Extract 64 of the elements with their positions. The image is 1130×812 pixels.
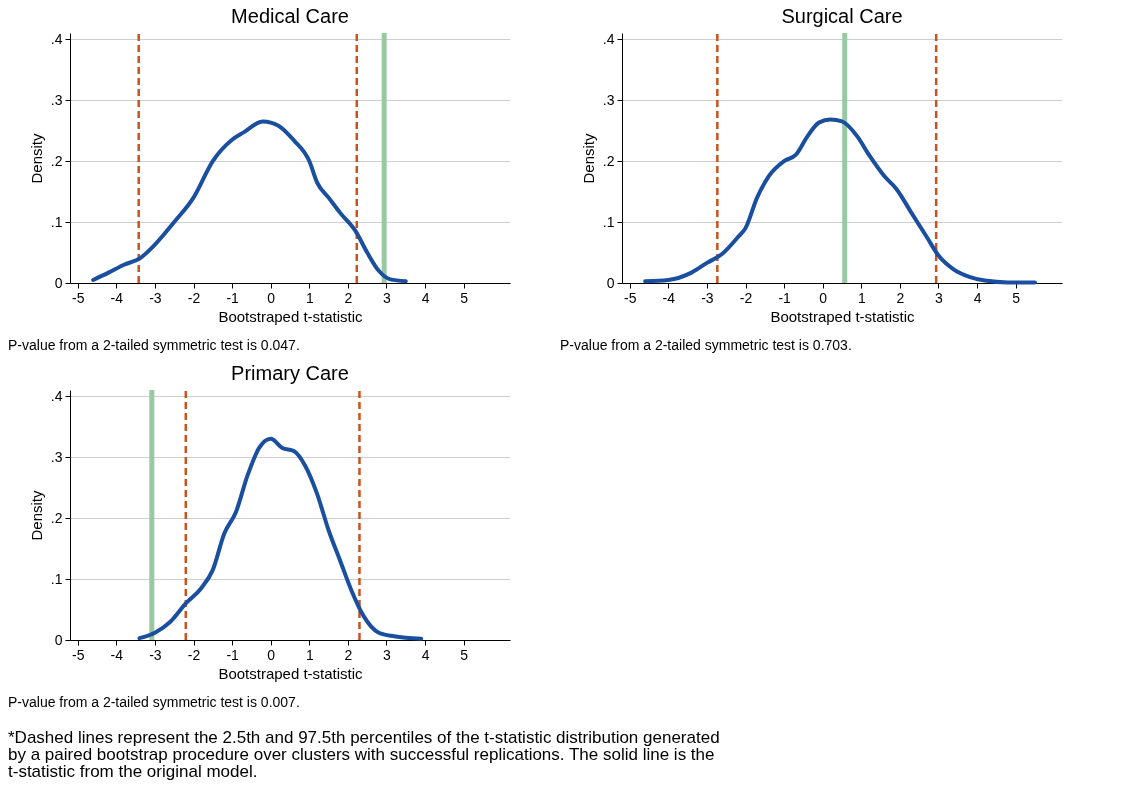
x-axis-title: Bootstraped t-statistic — [770, 307, 916, 325]
y-tick-label: 0 — [606, 274, 615, 291]
x-tick-label: -4 — [662, 289, 676, 306]
y-tick-label: .4 — [50, 387, 63, 404]
x-tick-label: -1 — [778, 289, 792, 306]
x-tick-label: -2 — [187, 289, 201, 306]
line-series — [137, 436, 424, 641]
chart-title: Surgical Care — [781, 4, 903, 27]
text: *Dashed lines represent the 2.5th and 97.5th percentiles of the t-statistic distribution generated by a paired bootstrap procedure over clusters with successful replications. The solid line is the t-statistic from the original model. — [8, 728, 720, 781]
y-tick-label: .3 — [50, 448, 63, 465]
x-tick-label: -1 — [226, 289, 240, 306]
chart-title: Medical Care — [231, 4, 349, 27]
x-axis-title: Bootstraped t-statistic — [218, 664, 364, 682]
x-tick-label: 5 — [460, 289, 469, 306]
x-tick-label: -3 — [149, 289, 162, 306]
x-tick-label: 3 — [383, 289, 392, 306]
x-tick-label: -3 — [701, 289, 714, 306]
y-tick-label: .2 — [602, 152, 615, 169]
x-tick-label: 3 — [935, 289, 944, 306]
x-tick-label: -2 — [187, 646, 201, 663]
y-axis-title: Density — [27, 133, 45, 184]
text: P-value from a 2-tailed symmetric test is 0.007. — [8, 694, 300, 710]
chart-title: Primary Care — [231, 361, 349, 384]
x-tick-label: 1 — [305, 289, 314, 306]
x-tick-label: 1 — [857, 289, 866, 306]
y-axis-title: Density — [27, 490, 45, 541]
y-tick-label: .4 — [50, 30, 63, 47]
x-tick-label: -5 — [71, 646, 85, 663]
y-tick-label: .3 — [602, 91, 615, 108]
x-tick-label: 1 — [305, 646, 314, 663]
y-tick-label: .4 — [602, 30, 615, 47]
x-axis-title: Bootstraped t-statistic — [218, 307, 364, 325]
x-tick-label: 4 — [973, 289, 982, 306]
y-tick-label: .3 — [50, 91, 63, 108]
y-tick-label: .2 — [50, 509, 63, 526]
y-tick-label: .1 — [50, 213, 63, 230]
x-tick-label: -4 — [110, 289, 124, 306]
x-tick-label: -5 — [623, 289, 637, 306]
y-axis-title: Density — [579, 133, 597, 184]
x-tick-label: -2 — [739, 289, 753, 306]
y-tick-label: .1 — [602, 213, 615, 230]
x-tick-label: 4 — [421, 289, 430, 306]
x-tick-label: 2 — [344, 289, 353, 306]
text: P-value from a 2-tailed symmetric test is 0.703. — [560, 337, 852, 353]
x-tick-label: -4 — [110, 646, 124, 663]
x-tick-label: -3 — [149, 646, 162, 663]
x-tick-label: 0 — [819, 289, 828, 306]
x-tick-label: -1 — [226, 646, 240, 663]
line-series — [91, 119, 408, 284]
y-tick-label: .2 — [50, 152, 63, 169]
x-tick-label: 2 — [344, 646, 353, 663]
line-series — [643, 117, 1037, 285]
x-tick-label: 5 — [460, 646, 469, 663]
x-tick-label: 2 — [896, 289, 905, 306]
y-tick-label: .1 — [50, 570, 63, 587]
x-tick-label: 0 — [267, 646, 276, 663]
x-tick-label: -5 — [71, 289, 85, 306]
x-tick-label: 3 — [383, 646, 392, 663]
x-tick-label: 5 — [1012, 289, 1021, 306]
x-tick-label: 0 — [267, 289, 276, 306]
x-tick-label: 4 — [421, 646, 430, 663]
text: P-value from a 2-tailed symmetric test is 0.047. — [8, 337, 300, 353]
y-tick-label: 0 — [54, 274, 63, 291]
y-tick-label: 0 — [54, 631, 63, 648]
